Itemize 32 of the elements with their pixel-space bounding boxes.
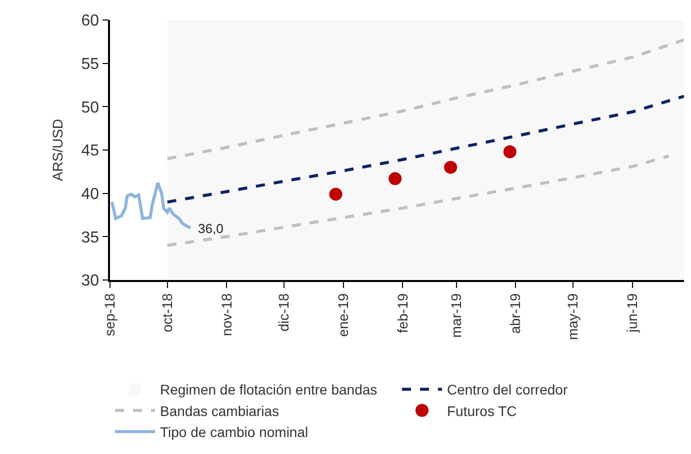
x-tick-label: sep-18 <box>102 293 118 336</box>
x-tick-label: nov-18 <box>218 293 234 336</box>
line-series <box>110 181 192 230</box>
x-tick-label: may-19 <box>564 293 581 340</box>
legend-label: Centro del corredor <box>447 382 568 398</box>
x-tick-label: ene-19 <box>334 293 351 337</box>
point <box>503 145 516 158</box>
y-tick-label: 35 <box>81 229 100 246</box>
x-tick-label: feb-19 <box>394 293 410 334</box>
legend-label: Tipo de cambio nominal <box>160 424 308 440</box>
y-tick-label: 50 <box>81 99 100 116</box>
y-tick-label: 60 <box>81 12 100 30</box>
point <box>329 188 342 201</box>
x-tick-label: jun-19 <box>624 293 640 334</box>
line-series <box>166 154 670 247</box>
y-axis-title: ARS/USD <box>49 118 66 182</box>
y-tick-label: 45 <box>81 142 100 160</box>
legend-label: Bandas cambiarias <box>160 402 280 419</box>
line-series <box>166 38 684 160</box>
x-tick-label: mar-19 <box>448 293 464 338</box>
y-tick-label: 55 <box>81 56 100 73</box>
point <box>388 172 402 186</box>
annotation: 36,0 <box>198 221 224 236</box>
legend-label: Regimen de flotación entre bandas <box>160 382 378 398</box>
point <box>444 160 458 174</box>
y-tick-label: 40 <box>81 186 100 203</box>
legend-label: Futuros TC <box>447 402 517 419</box>
y-tick-label: 30 <box>81 272 100 290</box>
x-tick-label: dic-18 <box>276 293 292 332</box>
x-tick-label: abr-19 <box>507 293 524 334</box>
x-tick-label: oct-18 <box>158 293 175 332</box>
line-series <box>166 94 684 204</box>
